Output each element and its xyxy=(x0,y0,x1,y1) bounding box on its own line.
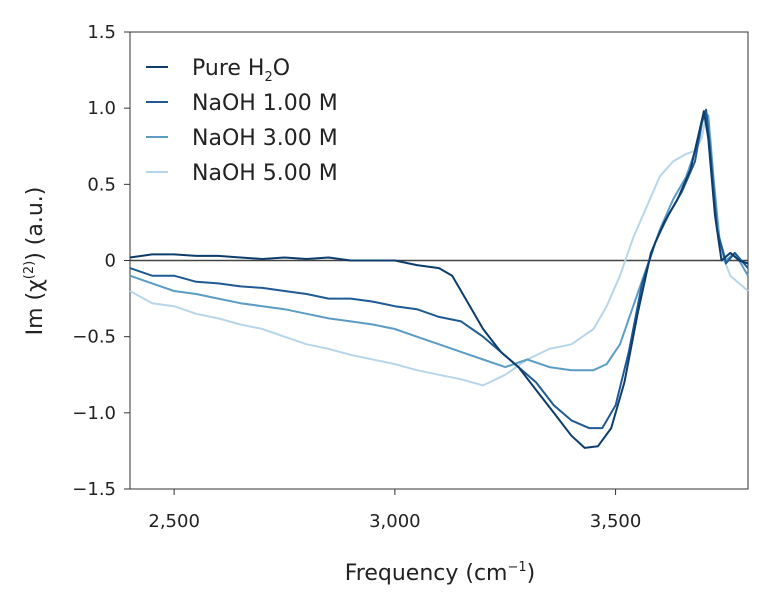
legend: Pure H2O NaOH 1.00 M NaOH 3.00 M NaOH 5.… xyxy=(146,56,338,186)
y-tick-label: −1.0 xyxy=(72,403,116,424)
y-axis-ticks: 1.5 1.0 0.5 0 −0.5 −1.0 −1.5 xyxy=(72,22,130,500)
series-group xyxy=(129,108,749,449)
x-tick-label: 3,500 xyxy=(590,511,642,532)
legend-label-naoh-1: NaOH 1.00 M xyxy=(192,91,338,116)
x-tick-label: 3,000 xyxy=(369,511,421,532)
y-tick-label: 1.5 xyxy=(87,22,116,43)
y-tick-label: 0 xyxy=(105,251,116,272)
x-axis-ticks: 2,500 3,000 3,500 xyxy=(148,489,641,532)
series-line-0 xyxy=(129,110,749,449)
y-tick-label: −0.5 xyxy=(72,327,116,348)
y-tick-label: 0.5 xyxy=(87,174,116,195)
legend-label-naoh-3: NaOH 3.00 M xyxy=(192,126,338,151)
legend-label-naoh-5: NaOH 5.00 M xyxy=(192,161,338,186)
y-axis-title: Im (χ(2)) (a.u.) xyxy=(22,187,48,336)
x-axis-title: Frequency (cm−1) xyxy=(345,560,536,586)
y-tick-label: −1.5 xyxy=(72,479,116,500)
legend-label-pure-h2o: Pure H2O xyxy=(192,56,290,85)
x-tick-label: 2,500 xyxy=(148,511,200,532)
y-tick-label: 1.0 xyxy=(87,98,116,119)
